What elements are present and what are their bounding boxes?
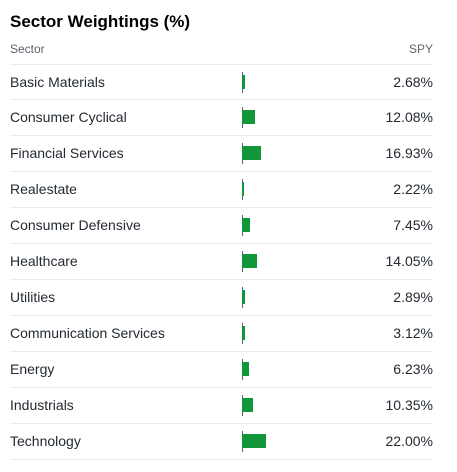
weight-bar — [242, 218, 250, 232]
sector-name: Realestate — [10, 181, 77, 197]
weight-bar — [242, 182, 244, 196]
sector-name: Energy — [10, 361, 55, 377]
sector-row: Basic Materials 2.68% — [10, 64, 433, 100]
weight-bar — [242, 398, 253, 412]
sector-row: Financial Services 16.93% — [10, 136, 433, 172]
sector-row: Energy 6.23% — [10, 352, 433, 388]
weight-value: 6.23% — [393, 361, 433, 377]
sector-row: Communication Services 3.12% — [10, 316, 433, 352]
sector-name: Consumer Defensive — [10, 217, 141, 233]
sector-row: Technology 22.00% — [10, 424, 433, 460]
sector-row: Industrials 10.35% — [10, 388, 433, 424]
weight-value: 2.22% — [393, 181, 433, 197]
weight-bar — [242, 326, 245, 340]
sector-row: Realestate 2.22% — [10, 172, 433, 208]
weight-value: 3.12% — [393, 325, 433, 341]
weight-bar — [242, 362, 249, 376]
weight-value: 12.08% — [385, 109, 433, 125]
sector-row: Consumer Defensive 7.45% — [10, 208, 433, 244]
weight-value: 14.05% — [385, 253, 433, 269]
weight-value: 7.45% — [393, 217, 433, 233]
weight-bar — [242, 434, 266, 448]
sector-name: Technology — [10, 433, 81, 449]
sector-name: Industrials — [10, 397, 74, 413]
weight-value: 10.35% — [385, 397, 433, 413]
sector-name: Basic Materials — [10, 74, 105, 90]
sector-row: Utilities 2.89% — [10, 280, 433, 316]
weight-value: 16.93% — [385, 145, 433, 161]
weight-bar — [242, 110, 255, 124]
weight-bar — [242, 254, 257, 268]
sector-name: Utilities — [10, 289, 56, 305]
table-header: Sector SPY — [10, 42, 433, 60]
column-header-spy: SPY — [408, 42, 433, 56]
weight-bar — [242, 290, 245, 304]
sector-name: Consumer Cyclical — [10, 109, 127, 125]
weight-bar — [242, 146, 261, 160]
column-header-sector: Sector — [10, 42, 45, 56]
sector-row: Healthcare 14.05% — [10, 244, 433, 280]
weight-value: 2.68% — [393, 74, 433, 90]
weight-value: 2.89% — [393, 289, 433, 305]
sector-name: Financial Services — [10, 145, 124, 161]
sector-name: Healthcare — [10, 253, 78, 269]
weight-bar — [242, 75, 245, 89]
panel-title: Sector Weightings (%) — [10, 12, 191, 31]
sector-name: Communication Services — [10, 325, 165, 341]
sector-row: Consumer Cyclical 12.08% — [10, 100, 433, 136]
sector-rows: Basic Materials 2.68% Consumer Cyclical … — [10, 64, 433, 460]
weight-value: 22.00% — [385, 433, 433, 449]
